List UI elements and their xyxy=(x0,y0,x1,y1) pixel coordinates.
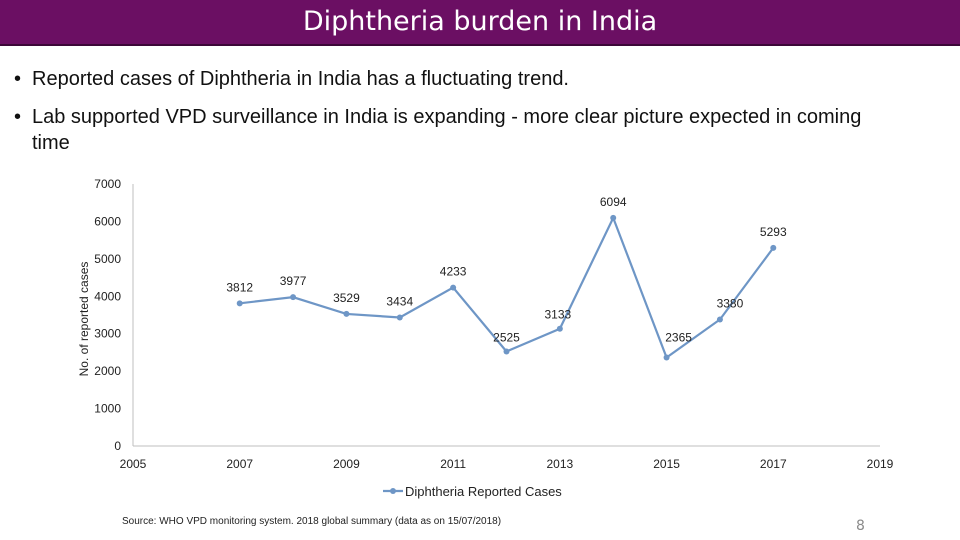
bullet-text: Lab supported VPD surveillance in India … xyxy=(32,106,862,128)
data-label: 6094 xyxy=(600,195,627,209)
y-axis-label: No. of reported cases xyxy=(77,262,91,377)
data-point xyxy=(236,300,243,307)
data-point xyxy=(290,294,297,301)
x-tick-label: 2019 xyxy=(867,457,894,471)
data-point xyxy=(343,310,350,317)
bullet-symbol: • xyxy=(14,68,22,90)
x-tick-label: 2011 xyxy=(440,457,466,471)
x-tick-label: 2007 xyxy=(226,457,253,471)
y-tick-label: 7000 xyxy=(94,177,121,191)
x-tick-label: 2015 xyxy=(653,457,680,471)
y-tick-label: 3000 xyxy=(94,327,121,341)
page-number: 8 xyxy=(856,518,865,534)
bullet-item: • Lab supported VPD surveillance in India… xyxy=(14,104,944,156)
data-point xyxy=(610,214,617,221)
title-bar: Diphtheria burden in India xyxy=(0,0,960,46)
x-tick-label: 2017 xyxy=(760,457,787,471)
x-tick-label: 2009 xyxy=(333,457,360,471)
data-label: 3977 xyxy=(280,274,307,288)
bullet-item: • Reported cases of Diphtheria in India h… xyxy=(14,66,569,92)
data-point xyxy=(556,325,563,332)
source-note: Source: WHO VPD monitoring system. 2018 … xyxy=(122,516,502,527)
data-point xyxy=(770,244,777,251)
data-label: 3133 xyxy=(545,308,572,322)
data-label: 2525 xyxy=(493,330,520,344)
data-label: 3529 xyxy=(333,291,360,305)
data-point xyxy=(663,354,670,361)
y-tick-label: 4000 xyxy=(94,289,121,303)
x-tick-label: 2005 xyxy=(120,457,147,471)
bullet-text-continuation: time xyxy=(32,132,70,154)
legend-label: Diphtheria Reported Cases xyxy=(405,484,562,499)
data-label: 2365 xyxy=(665,330,692,344)
data-point xyxy=(396,314,403,321)
bullet-text: Reported cases of Diphtheria in India ha… xyxy=(32,68,569,90)
data-label: 3812 xyxy=(226,280,253,294)
legend-swatch-marker xyxy=(390,488,396,494)
y-tick-label: 1000 xyxy=(94,402,121,416)
data-label: 4233 xyxy=(440,265,467,279)
data-point xyxy=(716,316,723,323)
bullet-symbol: • xyxy=(14,106,22,128)
y-tick-label: 2000 xyxy=(94,364,121,378)
x-tick-label: 2013 xyxy=(547,457,574,471)
data-label: 3380 xyxy=(717,296,744,310)
y-tick-label: 5000 xyxy=(94,252,121,266)
data-point xyxy=(450,284,457,291)
y-tick-label: 0 xyxy=(114,439,121,453)
data-label: 3434 xyxy=(386,294,413,308)
data-point xyxy=(503,348,510,355)
data-label: 5293 xyxy=(760,225,787,239)
y-tick-label: 6000 xyxy=(94,214,121,228)
slide-title: Diphtheria burden in India xyxy=(302,6,658,37)
